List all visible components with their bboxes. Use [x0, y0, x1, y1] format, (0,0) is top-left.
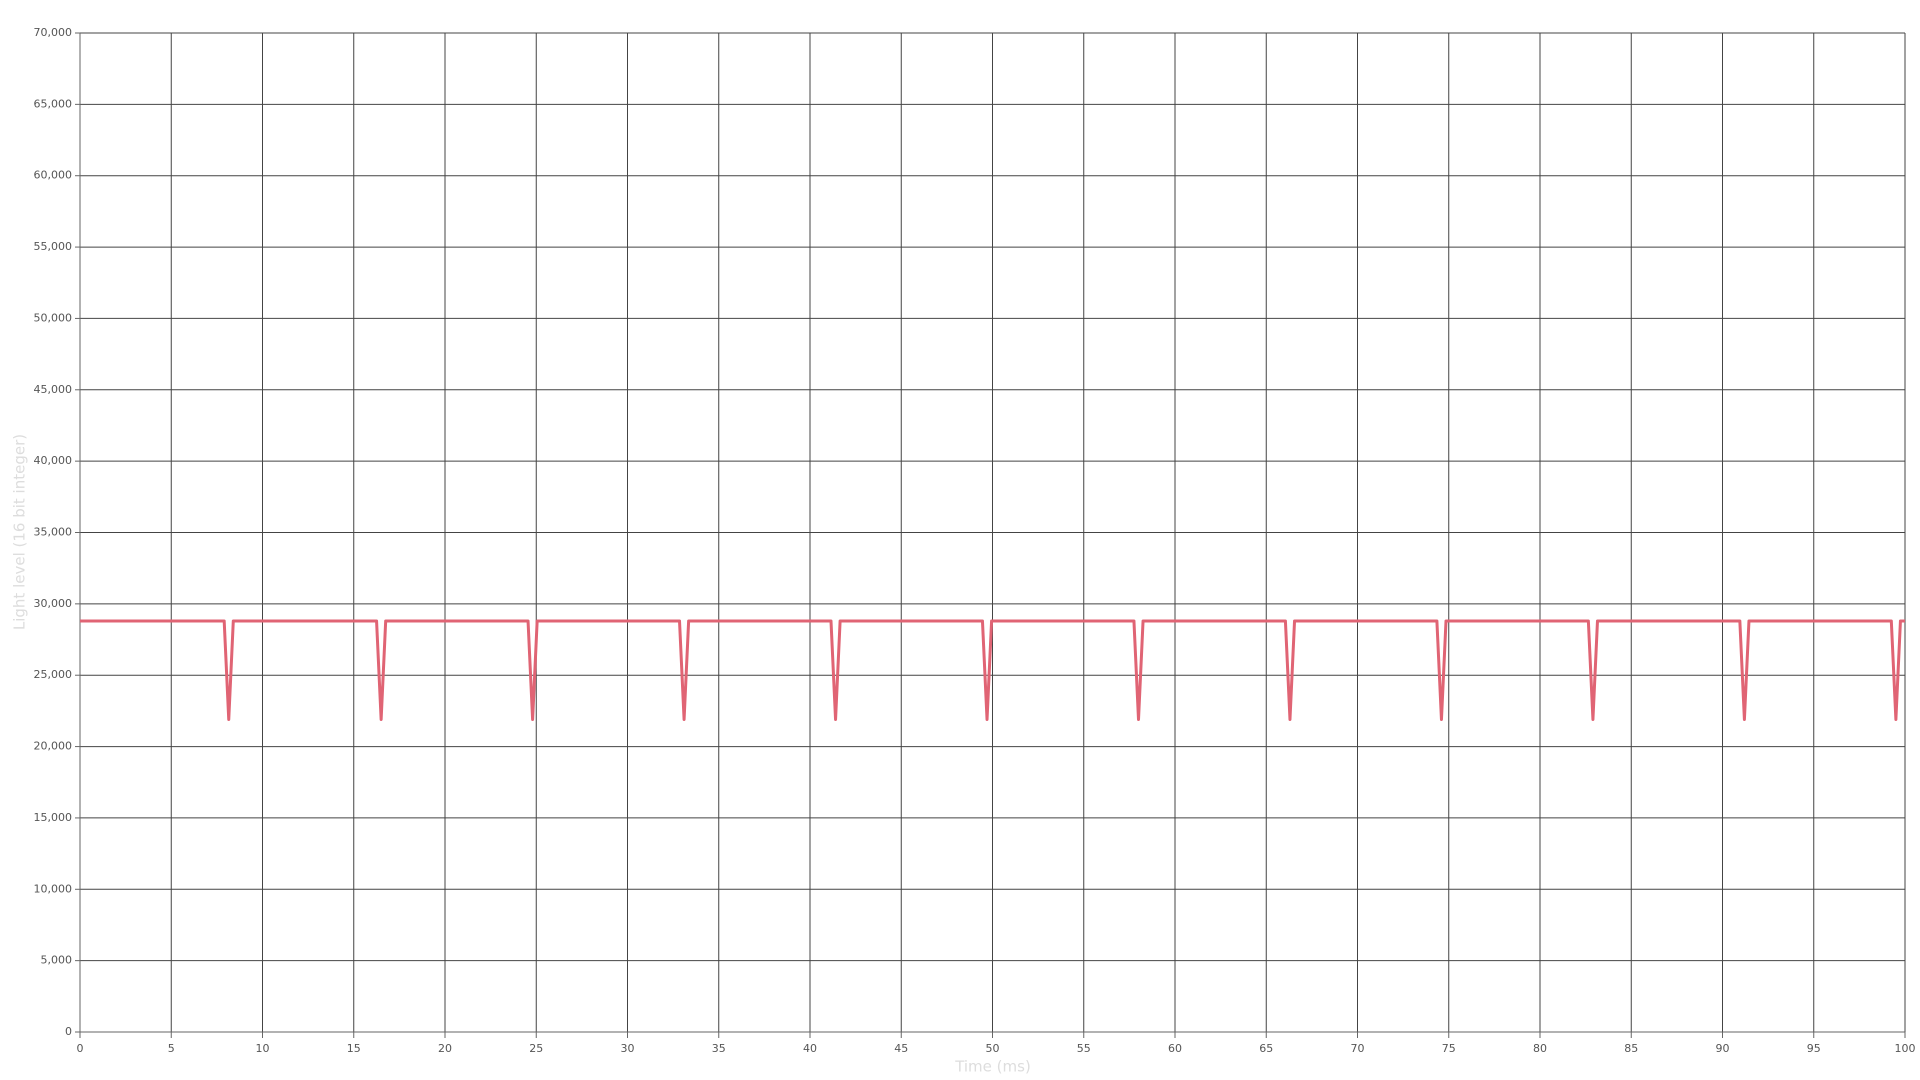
- x-tick-label: 0: [77, 1042, 84, 1055]
- y-tick-label: 10,000: [34, 882, 73, 895]
- y-axis-title: Light level (16 bit integer): [11, 434, 29, 630]
- x-tick-label: 5: [168, 1042, 175, 1055]
- y-tick-label: 0: [65, 1025, 72, 1038]
- x-tick-label: 85: [1624, 1042, 1638, 1055]
- x-axis-title: Time (ms): [954, 1058, 1031, 1076]
- x-tick-label: 100: [1895, 1042, 1916, 1055]
- x-tick-label: 45: [894, 1042, 908, 1055]
- x-tick-label: 70: [1351, 1042, 1365, 1055]
- y-tick-label: 45,000: [34, 383, 73, 396]
- x-tick-label: 55: [1077, 1042, 1091, 1055]
- y-tick-label: 35,000: [34, 526, 73, 539]
- x-tick-label: 75: [1442, 1042, 1456, 1055]
- y-tick-label: 5,000: [41, 954, 73, 967]
- y-tick-label: 55,000: [34, 240, 73, 253]
- y-tick-label: 50,000: [34, 311, 73, 324]
- x-tick-label: 25: [529, 1042, 543, 1055]
- y-tick-label: 70,000: [34, 26, 73, 39]
- y-tick-label: 60,000: [34, 169, 73, 182]
- x-tick-label: 60: [1168, 1042, 1182, 1055]
- x-tick-label: 40: [803, 1042, 817, 1055]
- x-tick-label: 95: [1807, 1042, 1821, 1055]
- x-tick-label: 35: [712, 1042, 726, 1055]
- y-tick-label: 65,000: [34, 97, 73, 110]
- x-tick-label: 30: [621, 1042, 635, 1055]
- x-tick-label: 50: [986, 1042, 1000, 1055]
- x-tick-label: 20: [438, 1042, 452, 1055]
- x-tick-label: 80: [1533, 1042, 1547, 1055]
- y-tick-label: 40,000: [34, 454, 73, 467]
- y-tick-label: 20,000: [34, 740, 73, 753]
- x-tick-label: 15: [347, 1042, 361, 1055]
- y-tick-label: 30,000: [34, 597, 73, 610]
- y-tick-label: 15,000: [34, 811, 73, 824]
- y-tick-label: 25,000: [34, 668, 73, 681]
- x-tick-label: 10: [256, 1042, 270, 1055]
- x-tick-label: 90: [1716, 1042, 1730, 1055]
- x-tick-label: 65: [1259, 1042, 1273, 1055]
- data-line: [80, 619, 1905, 721]
